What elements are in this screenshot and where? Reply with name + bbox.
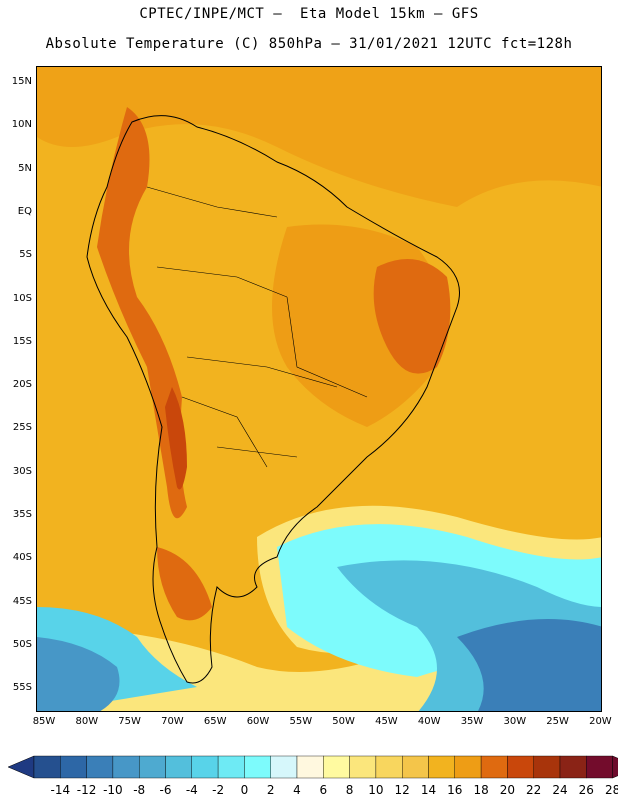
lat-label: 50S xyxy=(12,638,32,650)
colorbar-swatch xyxy=(323,755,350,779)
colorbar-tick-label: 16 xyxy=(447,783,463,797)
lon-label: 85W xyxy=(32,716,56,727)
colorbar-swatch xyxy=(349,755,377,779)
lat-label: 45S xyxy=(12,595,32,607)
colorbar-swatch xyxy=(217,755,245,779)
lat-label: 25S xyxy=(12,422,32,434)
colorbar-swatch xyxy=(507,755,534,779)
colorbar-tick-label: 12 xyxy=(394,783,410,797)
colorbar xyxy=(7,755,618,779)
lon-label: 50W xyxy=(332,716,355,727)
colorbar-tick-label: 24 xyxy=(552,783,568,797)
colorbar-tick-label: 10 xyxy=(368,783,384,797)
chart-title-line1: CPTEC/INPE/MCT – Eta Model 15km – GFS xyxy=(139,6,479,22)
far-south-cold-zone xyxy=(457,619,601,711)
colorbar-swatch xyxy=(60,755,87,779)
lat-label: 20S xyxy=(12,379,32,391)
colorbar-tick-label: -6 xyxy=(159,783,172,797)
lon-label: 30W xyxy=(503,716,527,727)
northern-warm-zone xyxy=(37,67,601,207)
colorbar-tick-label: 4 xyxy=(293,783,301,797)
colorbar-swatch xyxy=(454,755,482,779)
colorbar-tick-label: 14 xyxy=(420,783,437,797)
lon-label: 20W xyxy=(589,716,612,727)
colorbar-swatch xyxy=(375,755,403,779)
colorbar-tick-label: 26 xyxy=(578,783,594,797)
colorbar-tick-label: -4 xyxy=(185,783,198,797)
northeast-brazil-hot-zone xyxy=(373,259,451,374)
colorbar-swatch xyxy=(428,755,455,779)
lat-label: 55S xyxy=(12,682,32,694)
colorbar-tick-label: 8 xyxy=(345,783,354,797)
lat-label: 10S xyxy=(12,292,32,304)
colorbar-swatch xyxy=(191,755,219,779)
south-america-coastline xyxy=(86,115,460,684)
colorbar-swatch xyxy=(112,755,140,779)
lat-label: 5N xyxy=(18,162,32,174)
andes-hot-zone xyxy=(97,107,187,519)
colorbar-swatch xyxy=(244,755,271,779)
lon-label: 25W xyxy=(546,716,569,727)
colorbar-tick-label: 6 xyxy=(319,783,328,797)
lat-label: 5S xyxy=(19,249,32,261)
colorbar-tick-label: 0 xyxy=(240,783,249,797)
colorbar-tick-label: -2 xyxy=(212,783,225,797)
lon-label: 55W xyxy=(289,716,313,727)
chart-title-line2: Absolute Temperature (C) 850hPa – 31/01/… xyxy=(45,36,573,52)
colorbar-tick-label: 20 xyxy=(499,783,516,797)
colorbar-tick-label: -10 xyxy=(103,783,123,797)
colorbar-swatch xyxy=(33,755,61,779)
colorbar-max-arrow xyxy=(612,755,618,779)
colorbar-swatch xyxy=(270,755,298,779)
colorbar-swatch xyxy=(165,755,192,779)
colorbar-tick-label: 2 xyxy=(266,783,275,797)
patagonia-warm-zone xyxy=(157,547,212,621)
colorbar-swatch xyxy=(86,755,114,779)
colorbar-swatch xyxy=(533,755,561,779)
colorbar-tick-label: 22 xyxy=(526,783,542,797)
map-frame xyxy=(36,66,602,712)
temperature-field-map xyxy=(37,67,601,711)
lon-label: 45W xyxy=(375,716,398,727)
lat-label: 10N xyxy=(11,119,32,131)
southwest-deep-cold-zone xyxy=(37,637,120,711)
colorbar-tick-label: 28 xyxy=(604,783,618,797)
colorbar-min-arrow xyxy=(7,755,35,779)
lat-label: EQ xyxy=(17,205,32,217)
lat-label: 40S xyxy=(12,552,32,564)
colorbar-tick-label: -14 xyxy=(50,783,71,797)
colorbar-tick-label: -12 xyxy=(76,783,97,797)
andes-core-zone xyxy=(165,387,187,490)
country-borders xyxy=(146,186,368,468)
lon-label: 40W xyxy=(417,716,441,727)
colorbar-tick-label: 18 xyxy=(473,783,489,797)
lon-label: 35W xyxy=(460,716,484,727)
lon-label: 60W xyxy=(246,716,270,727)
lon-label: 70W xyxy=(161,716,184,727)
colorbar-tick-label: -8 xyxy=(133,783,146,797)
colorbar-swatch xyxy=(402,755,429,779)
lat-label: 30S xyxy=(12,465,32,477)
lat-label: 15N xyxy=(11,76,32,87)
colorbar-swatch xyxy=(586,755,613,779)
lon-label: 80W xyxy=(75,716,99,727)
lon-label: 75W xyxy=(118,716,141,727)
colorbar-swatch xyxy=(480,755,508,779)
colorbar-swatch xyxy=(559,755,587,779)
colorbar-swatch xyxy=(138,755,166,779)
colorbar-swatch xyxy=(296,755,324,779)
lat-label: 15S xyxy=(12,335,32,347)
lon-label: 65W xyxy=(203,716,227,727)
lat-label: 35S xyxy=(12,509,32,520)
